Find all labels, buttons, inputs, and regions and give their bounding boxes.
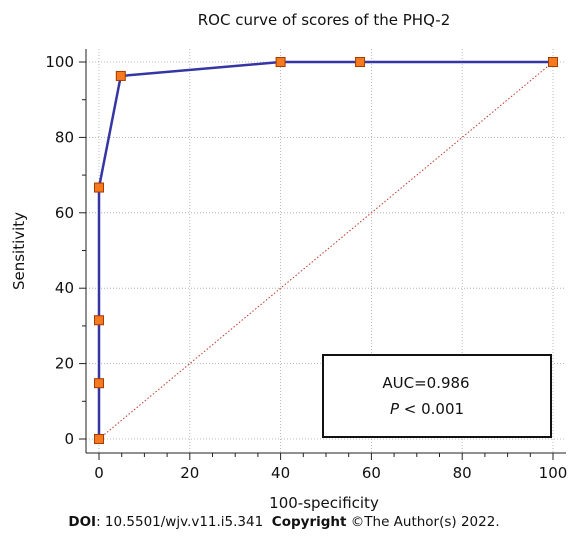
- roc-curve: [97, 60, 553, 439]
- copyright-label: Copyright: [271, 514, 347, 530]
- citation-footer: DOI: 10.5501/wjv.v11.i5.341 Copyright ©T…: [0, 514, 568, 530]
- x-tick-label: 0: [94, 464, 104, 482]
- p-threshold: < 0.001: [399, 400, 464, 418]
- y-tick-label: 100: [45, 53, 74, 71]
- roc-point: [355, 57, 366, 67]
- roc-line: [97, 60, 553, 439]
- roc-markers: [94, 57, 558, 444]
- auc-annotation: AUC=0.986 P < 0.001: [322, 354, 552, 438]
- p-value: P < 0.001: [390, 400, 464, 418]
- roc-point: [94, 434, 104, 444]
- y-axis-label: Sensitivity: [10, 212, 28, 290]
- reference-line: [98, 61, 554, 440]
- roc-point: [548, 57, 558, 67]
- chance-diagonal: [98, 61, 554, 440]
- doi-value: : 10.5501/wjv.v11.i5.341: [96, 514, 264, 530]
- x-tick-label: 80: [453, 464, 472, 482]
- chart-title: ROC curve of scores of the PHQ-2: [198, 11, 451, 29]
- roc-point: [275, 57, 286, 67]
- x-tick-label: 60: [362, 464, 381, 482]
- roc-point: [94, 182, 104, 193]
- doi-label: DOI: [68, 514, 97, 530]
- roc-point: [115, 70, 126, 81]
- y-tick-label: 0: [64, 430, 74, 448]
- y-tick-label: 20: [55, 355, 74, 373]
- x-tick-label: 100: [539, 464, 568, 482]
- x-axis-label: 100-specificity: [269, 494, 379, 512]
- y-tick-label: 40: [55, 279, 74, 297]
- roc-point: [94, 315, 104, 326]
- x-tick-label: 20: [180, 464, 199, 482]
- y-tick-label: 80: [55, 128, 74, 146]
- x-tick-label: 40: [271, 464, 290, 482]
- auc-box: [322, 354, 552, 438]
- tick-labels: 0 20 40 60 80 100 0 20 40 60 80 100: [45, 53, 567, 482]
- auc-value: AUC=0.986: [382, 374, 469, 392]
- y-tick-label: 60: [55, 204, 74, 222]
- p-symbol: P: [390, 400, 400, 418]
- axes: [79, 49, 566, 460]
- roc-point: [94, 378, 104, 389]
- copyright-value: ©The Author(s) 2022.: [346, 514, 500, 530]
